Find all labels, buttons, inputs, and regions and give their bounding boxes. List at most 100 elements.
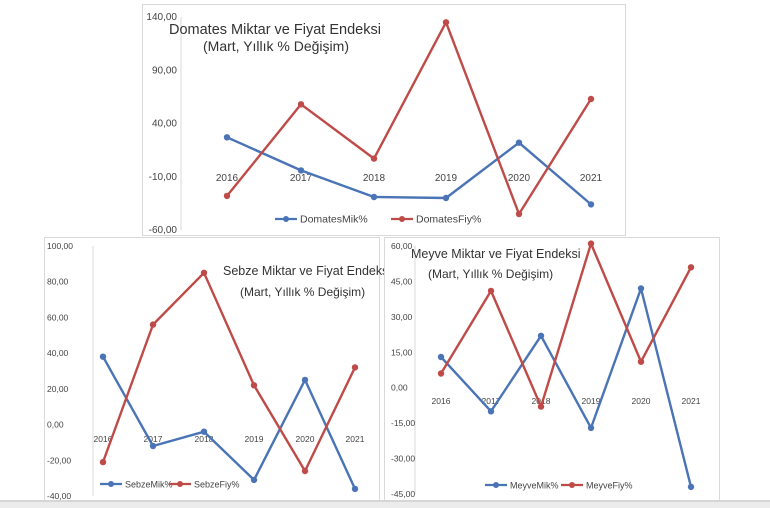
data-point <box>223 134 231 141</box>
x-tick-label: 2016 <box>432 396 451 406</box>
meyve-chart: 60,00 45,00 30,00 15,00 0,00 -15,00 -30,00 -45,… <box>391 240 701 499</box>
x-tick-label: 2021 <box>580 173 603 184</box>
x-tick-label: 2019 <box>582 396 601 406</box>
data-point <box>149 442 157 450</box>
legend-entry: SebzeFiy% <box>169 480 240 490</box>
meyve-chart-panel: 60,00 45,00 30,00 15,00 0,00 -15,00 -30,00 -45,… <box>384 237 720 501</box>
data-point <box>637 285 645 292</box>
legend-marker <box>177 481 183 487</box>
x-tick-label: 2017 <box>290 173 313 184</box>
x-tick-label: 2020 <box>296 434 315 444</box>
legend-label: DomatesFiy% <box>416 214 481 226</box>
legend-entry: MeyveMik% <box>485 481 559 491</box>
data-point <box>437 370 445 377</box>
x-tick-label: 2020 <box>632 396 651 406</box>
y-tick-label: -60,00 <box>149 225 178 236</box>
status-bar <box>0 502 770 508</box>
data-point <box>351 485 359 493</box>
data-point <box>587 424 595 432</box>
data-point <box>487 408 495 415</box>
y-tick-label: 30,00 <box>391 312 413 322</box>
domates-chart: 140,00 90,00 40,00 -10,00 -60,00 2016 2017 2018… <box>146 12 603 236</box>
x-tick-label: 2018 <box>532 396 551 406</box>
data-point <box>537 332 545 339</box>
data-point <box>301 376 309 384</box>
y-tick-label: 20,00 <box>47 384 69 394</box>
y-tick-label: 140,00 <box>146 12 177 23</box>
x-tick-label: 2018 <box>363 173 386 184</box>
x-tick-label: 2019 <box>435 173 458 184</box>
y-tick-label: 15,00 <box>391 347 413 357</box>
legend-entry: DomatesMik% <box>275 214 368 226</box>
data-point <box>297 167 305 174</box>
series-line-meyvemik <box>440 287 693 488</box>
chart-subtitle: (Mart, Yıllık % Değişim) <box>240 285 365 299</box>
y-tick-label: 100,00 <box>47 241 73 251</box>
legend-marker <box>283 216 289 222</box>
data-point <box>99 353 107 360</box>
data-point <box>351 364 359 371</box>
chart-title: Meyve Miktar ve Fiyat Endeksi <box>411 247 581 261</box>
data-point <box>301 467 309 475</box>
x-tick-label: 2016 <box>216 173 239 184</box>
domates-chart-panel: 140,00 90,00 40,00 -10,00 -60,00 2016 2017 2018… <box>142 4 626 236</box>
y-tick-label: 40,00 <box>152 119 177 130</box>
legend-marker <box>108 481 114 487</box>
data-point <box>537 403 545 410</box>
y-tick-label: 0,00 <box>391 383 408 393</box>
data-point <box>442 194 450 202</box>
series-line-domatesmik <box>226 136 592 206</box>
data-point <box>250 476 258 484</box>
legend-marker <box>569 482 575 488</box>
legend-label: MeyveFiy% <box>586 481 633 491</box>
y-tick-label: -20,00 <box>47 455 71 465</box>
y-tick-label: 80,00 <box>47 277 69 287</box>
data-point <box>515 210 523 218</box>
sebze-chart-panel: 100,00 80,00 60,00 40,00 20,00 0,00 -20,00 -40,… <box>44 237 391 501</box>
x-tick-label: 2017 <box>144 434 163 444</box>
chart-subtitle: (Mart, Yıllık % Değişim) <box>428 267 553 281</box>
chart-title: Domates Miktar ve Fiyat Endeksi <box>169 22 381 38</box>
data-point <box>149 321 157 328</box>
y-tick-label: 60,00 <box>47 312 69 322</box>
x-tick-label: 2021 <box>346 434 365 444</box>
data-point <box>487 287 495 295</box>
y-tick-label: -15,00 <box>391 418 415 428</box>
data-point <box>200 428 208 435</box>
x-tick-label: 2017 <box>482 396 501 406</box>
data-point <box>587 95 595 103</box>
chart-subtitle: (Mart, Yıllık % Değişim) <box>203 38 349 54</box>
y-tick-label: -10,00 <box>149 172 178 183</box>
y-tick-label: 40,00 <box>47 348 69 358</box>
data-point <box>223 192 231 200</box>
y-tick-label: -30,00 <box>391 454 415 464</box>
data-point <box>437 353 445 361</box>
x-tick-label: 2019 <box>245 434 264 444</box>
x-tick-label: 2021 <box>682 396 701 406</box>
data-point <box>99 458 107 466</box>
data-point <box>442 19 450 26</box>
data-point <box>370 193 378 201</box>
legend-label: DomatesMik% <box>300 214 368 226</box>
data-point <box>687 483 695 491</box>
y-tick-label: 90,00 <box>152 65 177 76</box>
legend-label: SebzeMik% <box>125 480 173 490</box>
data-point <box>370 155 378 162</box>
series-line-domatesfiy <box>226 21 593 216</box>
data-point <box>515 139 523 146</box>
data-point <box>587 201 595 208</box>
legend-marker <box>493 482 499 488</box>
data-point <box>200 269 208 276</box>
data-point <box>587 240 595 247</box>
sebze-chart: 100,00 80,00 60,00 40,00 20,00 0,00 -20,00 -40,… <box>47 241 391 501</box>
legend-entry: MeyveFiy% <box>561 481 633 491</box>
data-point <box>297 101 305 108</box>
x-tick-label: 2016 <box>94 434 113 444</box>
series-line-sebzemik <box>101 356 357 490</box>
y-tick-label: -45,00 <box>391 489 415 499</box>
legend-entry: SebzeMik% <box>100 480 173 490</box>
y-tick-label: 45,00 <box>391 276 413 286</box>
legend-label: SebzeFiy% <box>194 480 240 490</box>
y-tick-label: -40,00 <box>47 491 71 501</box>
legend-marker <box>399 216 405 222</box>
